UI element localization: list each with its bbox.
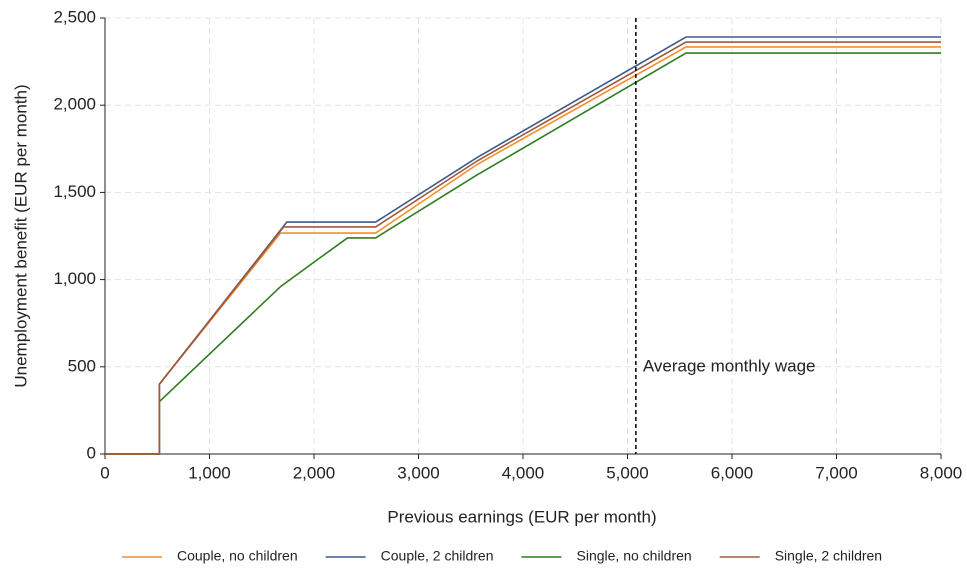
x-tick-label: 1,000: [188, 463, 231, 482]
y-tick-label: 1,000: [53, 269, 96, 288]
x-tick-label: 6,000: [711, 463, 754, 482]
series-line: [105, 41, 941, 455]
legend-label: Single, no children: [577, 548, 692, 564]
y-tick-label: 500: [68, 356, 96, 375]
y-tick-label: 2,000: [53, 95, 96, 114]
y-tick-label: 2,500: [53, 7, 96, 26]
legend-label: Couple, 2 children: [381, 548, 494, 564]
x-tick-label: 8,000: [920, 463, 963, 482]
legend-label: Single, 2 children: [775, 548, 882, 564]
y-tick-label: 1,500: [53, 182, 96, 201]
legend-label: Couple, no children: [177, 548, 298, 564]
y-tick-label: 0: [87, 443, 96, 462]
x-tick-label: 5,000: [606, 463, 649, 482]
x-tick-label: 4,000: [502, 463, 545, 482]
x-tick-label: 7,000: [815, 463, 858, 482]
x-tick-label: 2,000: [293, 463, 336, 482]
y-axis-title: Unemployment benefit (EUR per month): [11, 84, 30, 387]
x-tick-label: 3,000: [397, 463, 440, 482]
x-tick-label: 0: [100, 463, 109, 482]
x-axis-title: Previous earnings (EUR per month): [387, 507, 656, 526]
annotation: Average monthly wage: [643, 356, 816, 375]
